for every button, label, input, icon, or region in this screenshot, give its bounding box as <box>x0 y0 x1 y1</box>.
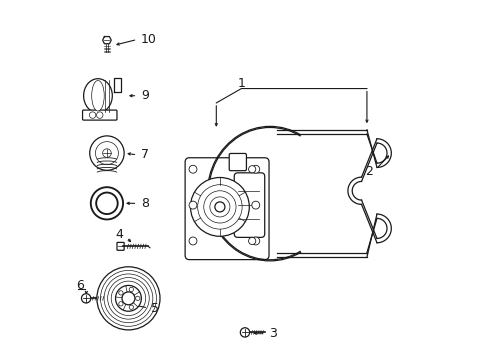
Circle shape <box>136 296 140 301</box>
Circle shape <box>248 237 256 244</box>
Circle shape <box>102 149 111 157</box>
Text: 10: 10 <box>141 33 157 46</box>
Text: 3: 3 <box>269 327 276 339</box>
Circle shape <box>89 112 96 118</box>
FancyBboxPatch shape <box>117 242 124 250</box>
Ellipse shape <box>84 79 112 113</box>
Ellipse shape <box>92 81 104 111</box>
Circle shape <box>97 267 160 330</box>
Text: 5: 5 <box>151 302 159 315</box>
Circle shape <box>96 141 119 165</box>
Text: 9: 9 <box>141 89 149 102</box>
FancyBboxPatch shape <box>234 173 265 237</box>
Circle shape <box>97 112 103 118</box>
Circle shape <box>248 166 256 173</box>
Circle shape <box>129 287 133 292</box>
Circle shape <box>252 201 260 209</box>
Circle shape <box>122 292 135 305</box>
Circle shape <box>91 187 123 220</box>
Circle shape <box>189 165 197 173</box>
Polygon shape <box>114 78 122 92</box>
FancyBboxPatch shape <box>229 153 246 171</box>
Circle shape <box>90 136 124 170</box>
Text: 4: 4 <box>115 228 123 241</box>
Circle shape <box>119 291 123 295</box>
Text: 2: 2 <box>365 165 373 177</box>
Circle shape <box>119 302 123 306</box>
Text: 8: 8 <box>141 197 149 210</box>
FancyBboxPatch shape <box>82 110 117 120</box>
Polygon shape <box>102 37 111 44</box>
Text: 7: 7 <box>141 148 149 161</box>
Circle shape <box>129 305 133 309</box>
Circle shape <box>240 328 250 337</box>
Circle shape <box>189 237 197 245</box>
Circle shape <box>81 294 91 303</box>
Circle shape <box>215 202 225 212</box>
Circle shape <box>189 201 197 209</box>
Circle shape <box>191 177 249 236</box>
Text: 1: 1 <box>238 77 245 90</box>
Circle shape <box>116 285 141 311</box>
FancyBboxPatch shape <box>185 158 269 260</box>
Text: 6: 6 <box>76 279 84 292</box>
Circle shape <box>252 237 260 245</box>
Circle shape <box>252 165 260 173</box>
Circle shape <box>96 193 118 214</box>
